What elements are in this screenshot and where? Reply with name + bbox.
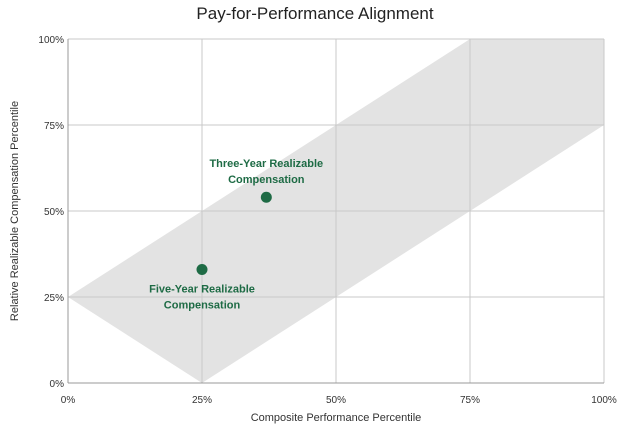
data-point (196, 263, 208, 275)
y-tick-label: 0% (50, 379, 65, 390)
x-tick-label: 100% (591, 395, 617, 406)
data-label: Compensation (228, 174, 305, 186)
x-tick-label: 25% (192, 395, 212, 406)
x-tick-label: 75% (460, 395, 480, 406)
y-axis-label: Relative Realizable Compensation Percent… (9, 100, 21, 322)
chart-title: Pay-for-Performance Alignment (196, 4, 434, 23)
data-point (260, 191, 272, 203)
x-axis-label: Composite Performance Percentile (250, 412, 422, 424)
data-label: Five-Year Realizable (149, 283, 255, 295)
x-tick-label: 50% (326, 395, 346, 406)
y-tick-label: 75% (44, 121, 64, 132)
y-tick-label: 100% (38, 35, 64, 46)
x-tick-label: 0% (61, 395, 76, 406)
data-label: Three-Year Realizable (209, 158, 323, 170)
y-tick-label: 25% (44, 293, 64, 304)
y-tick-label: 50% (44, 207, 64, 218)
data-label: Compensation (164, 299, 241, 311)
